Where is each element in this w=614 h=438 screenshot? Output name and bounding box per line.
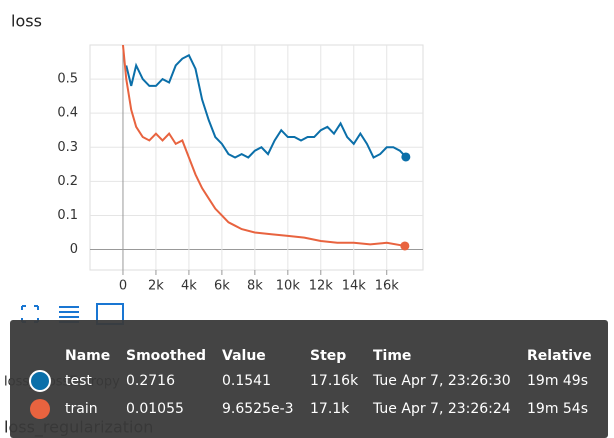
series-line <box>121 45 406 247</box>
end-point <box>401 152 411 162</box>
y-tick-label: 0.2 <box>57 174 78 189</box>
tooltip-cell: Tue Apr 7, 23:26:24 <box>372 401 511 417</box>
column-header: Time <box>373 348 411 364</box>
x-tick-label: 8k <box>247 279 263 294</box>
y-tick-label: 0 <box>70 242 78 257</box>
chart-title: loss <box>11 12 42 31</box>
column-header: Value <box>222 348 266 364</box>
end-point <box>400 241 410 251</box>
series-line <box>125 53 407 159</box>
tooltip-cell: 19m 54s <box>527 401 588 417</box>
x-tick-label: 6k <box>214 279 230 294</box>
y-tick-label: 0.3 <box>57 140 78 155</box>
tooltip-background <box>10 320 608 438</box>
tooltip-cell: Tue Apr 7, 23:26:30 <box>372 373 511 389</box>
tooltip-cell: 19m 49s <box>527 373 588 389</box>
x-tick-label: 2k <box>148 279 164 294</box>
tooltip-cell: 17.1k <box>310 401 350 417</box>
tooltip-cell: 0.01055 <box>126 401 184 417</box>
y-tick-label: 0.5 <box>57 72 78 87</box>
column-header: Smoothed <box>126 348 206 364</box>
x-tick-label: 16k <box>375 279 400 294</box>
column-header: Name <box>65 348 110 364</box>
legend-swatch <box>29 370 51 392</box>
legend-label: train <box>65 401 98 417</box>
tooltip: Name Smoothed Value Step Time Relative test 0.2… <box>10 320 608 438</box>
data-selection-button[interactable] <box>59 306 79 323</box>
fullscreen-button[interactable] <box>21 305 39 323</box>
tooltip-cell: 9.6525e-3 <box>222 401 294 417</box>
column-header: Step <box>310 348 346 364</box>
legend-swatch <box>30 399 50 419</box>
tooltip-cell: 17.16k <box>310 373 359 389</box>
plot-area: 0 0.1 0.2 0.3 0.4 0.5 0 2k 4k 6k 8k 10k 12k 14k 16k <box>57 44 424 294</box>
x-tick-label: 4k <box>181 279 197 294</box>
x-tick-label: 10k <box>276 279 301 294</box>
x-tick-label: 12k <box>309 279 334 294</box>
x-tick-label: 0 <box>119 279 127 294</box>
y-tick-label: 0.1 <box>57 208 78 223</box>
x-tick-label: 14k <box>342 279 367 294</box>
tooltip-cell: 0.1541 <box>222 373 271 389</box>
legend-label: test <box>65 373 92 389</box>
y-tick-label: 0.4 <box>57 106 78 121</box>
plot-frame <box>89 44 424 271</box>
tooltip-cell: 0.2716 <box>126 373 175 389</box>
column-header: Relative <box>527 348 592 364</box>
